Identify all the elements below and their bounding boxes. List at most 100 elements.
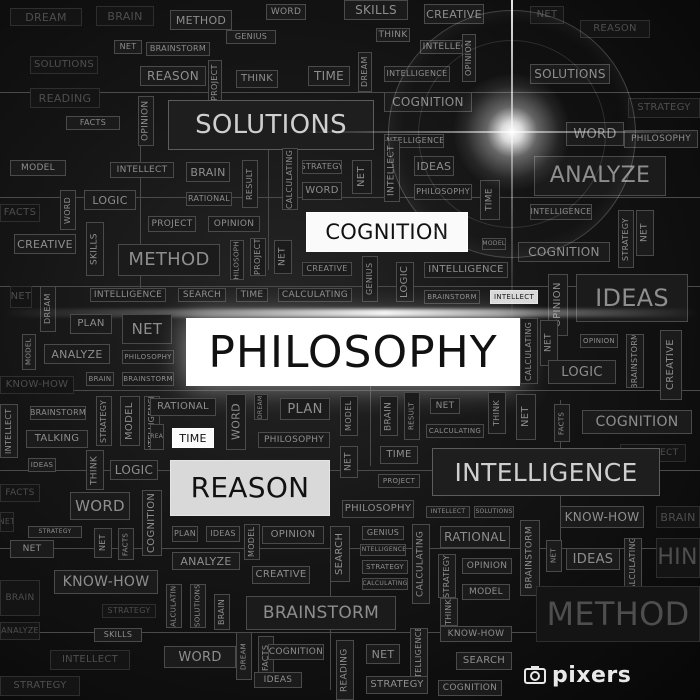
word-tag: BRAIN [214,594,230,630]
word-tag: CREATIVE [302,262,352,276]
word-tag: COGNITION [582,410,692,434]
word-tag: NET [352,160,372,194]
word-tag: NET [10,540,54,558]
word-tag: MODEL [22,334,36,370]
word-tag: PLAN [70,314,112,334]
word-tag: RATIONAL [186,192,232,206]
word-tag: KNOW-HOW [560,506,644,528]
camera-icon [524,666,546,684]
word-tag: THINK [656,538,700,578]
word-tag: FACTS [0,204,40,222]
lens-flare [452,72,572,192]
word-tag: STRATEGY [28,526,82,538]
word-tag: REASON [580,20,650,38]
word-tag: STRATEGY [302,160,342,174]
word-tag: DREAM [150,424,164,450]
word-tag: SEARCH [178,288,226,302]
connector-line [0,390,700,391]
word-tag: THINK [376,28,410,42]
word-tag: OPINION [462,558,512,574]
word-tag: WORD [266,4,306,20]
word-tag: CALCULATING [278,288,352,302]
word-tag: GENIUS [362,526,404,540]
word-tag: STRATEGY [618,210,634,268]
word-tag: PLAN [172,526,198,542]
word-tag: OPINION [208,216,260,232]
connector-line [0,548,700,549]
word-tag: SKILLS [344,0,408,20]
word-tag: BRAINSTORM [626,334,644,388]
word-tag-large: METHOD [536,586,700,642]
word-tag: TIME [308,66,350,86]
word-tag: READING [30,88,100,108]
word-tag: BRAINSTORM [146,42,210,56]
word-tag: CALCULATING [362,578,408,590]
word-tag: SOLUTIONS [30,56,98,74]
word-tag: FACTS [118,528,134,560]
word-tag: NET [430,398,460,414]
word-tag: CREATIVE [14,234,76,254]
word-tag: INTELLECT [490,290,538,304]
word-tag: INTELLECT [110,162,174,178]
word-tag: IDEAS [566,548,620,570]
word-tag: PROJECT [250,238,266,276]
word-tag: INTELLIGENCE [424,262,508,278]
connector-line [0,286,700,287]
word-tag: DREAM [236,632,252,680]
word-tag: NET [94,528,112,558]
word-tag: BRAIN [656,506,700,528]
word-tag: BRAIN [86,372,114,386]
word-tag: BRAIN [186,162,230,182]
word-tag: PLAN [280,398,330,420]
word-tag: THINK [440,598,458,626]
word-tag: STRATEGY [102,604,156,618]
word-tag: GENIUS [362,256,378,302]
word-tag: INTELLECT [50,650,130,670]
word-tag: PHILOSOPHY [122,350,174,364]
word-tag: ANALYZE [0,622,40,640]
word-tag: BRAINSTORM [424,290,480,304]
word-tag: FACTS [554,404,570,442]
word-tag: ANALYZE [44,344,110,364]
word-tag: THINK [86,450,104,490]
word-tag: NET [636,210,654,256]
word-tag: STRATEGY [0,676,80,696]
word-tag: KNOW-HOW [54,570,158,594]
word-tag: NET [122,314,172,344]
word-tag: BRAIN [0,580,40,616]
word-tag: RATIONAL [150,398,216,416]
word-tag: CALCULATING [282,148,298,210]
word-tag: METHOD [118,244,220,276]
word-tag: REASON [140,66,206,86]
word-tag: INTELLIGENCE [90,288,166,302]
word-tag: IDEAS [28,458,56,472]
word-tag: ANALYZE [172,552,240,570]
word-tag: COGNITION [268,644,324,660]
word-tag: LOGIC [548,360,616,384]
watermark: pixers [524,660,692,690]
word-tag-large: INTELLIGENCE [432,448,660,496]
word-tag: BRAIN [96,6,154,26]
word-tag: TIME [172,428,214,448]
word-tag: STRATEGY [438,554,456,598]
word-tag: CALCULATING [426,424,484,438]
word-tag: SOLUTIONS [190,584,206,628]
word-tag: NET [546,540,562,572]
word-tag: STRATEGY [366,676,428,694]
word-tag: PHILOSOPHY [342,500,414,518]
word-tag: PROJECT [148,216,196,232]
word-tag-large: SOLUTIONS [168,100,374,150]
word-tag: CALCULATING [412,524,430,604]
word-tag: OPINION [262,526,324,544]
main-title: PHILOSOPHY [186,318,520,386]
word-tag: TIME [380,446,418,464]
word-tag: RATIONAL [440,526,510,548]
word-tag: METHOD [170,10,232,30]
word-tag: COGNITION [438,680,502,696]
word-tag: NET [340,446,358,478]
word-tag: NET [366,644,400,664]
word-tag: SEARCH [456,652,512,670]
connector-line [0,92,700,93]
word-tag: MODEL [462,584,510,600]
